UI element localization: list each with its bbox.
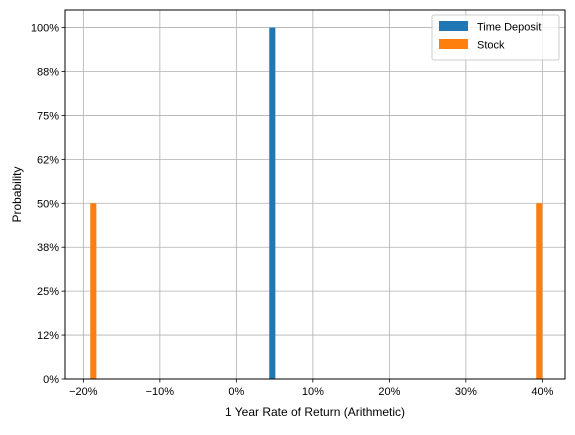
bar-stock <box>90 203 97 379</box>
legend-label: Stock <box>477 40 505 52</box>
plot-frame <box>64 9 566 380</box>
x-tick-label: 20% <box>378 386 400 398</box>
y-tick-label: 75% <box>37 110 59 122</box>
legend-swatch <box>439 21 468 31</box>
x-tick-label: −10% <box>146 386 175 398</box>
x-tick-label: 10% <box>302 386 324 398</box>
bars <box>90 27 543 379</box>
legend: Time Deposit Stock <box>431 14 560 61</box>
y-tick-label: 100% <box>31 23 59 35</box>
x-tick-label: 30% <box>455 386 477 398</box>
y-tick-label: 0% <box>43 374 59 386</box>
x-axis-label: 1 Year Rate of Return (Arithmetic) <box>225 405 405 419</box>
y-axis-label: Probability <box>10 166 24 222</box>
x-tick-label: 40% <box>531 386 553 398</box>
y-tick-label: 38% <box>37 242 59 254</box>
x-tick-label: 0% <box>228 386 244 398</box>
bar-stock <box>536 203 543 379</box>
x-tick-label: −20% <box>69 386 98 398</box>
ticks: −20% −10% 0% 10% 20% 30% 40% 0% 12% 25% 38% 50% 62% 7… <box>31 23 554 398</box>
y-tick-label: 25% <box>37 286 59 298</box>
y-tick-label: 50% <box>37 198 59 210</box>
bar-time-deposit <box>269 27 276 379</box>
y-tick-label: 12% <box>37 330 59 342</box>
legend-label: Time Deposit <box>477 22 541 34</box>
y-tick-label: 88% <box>37 67 59 79</box>
grid <box>65 10 565 380</box>
y-tick-label: 62% <box>37 154 59 166</box>
legend-swatch <box>439 39 468 49</box>
